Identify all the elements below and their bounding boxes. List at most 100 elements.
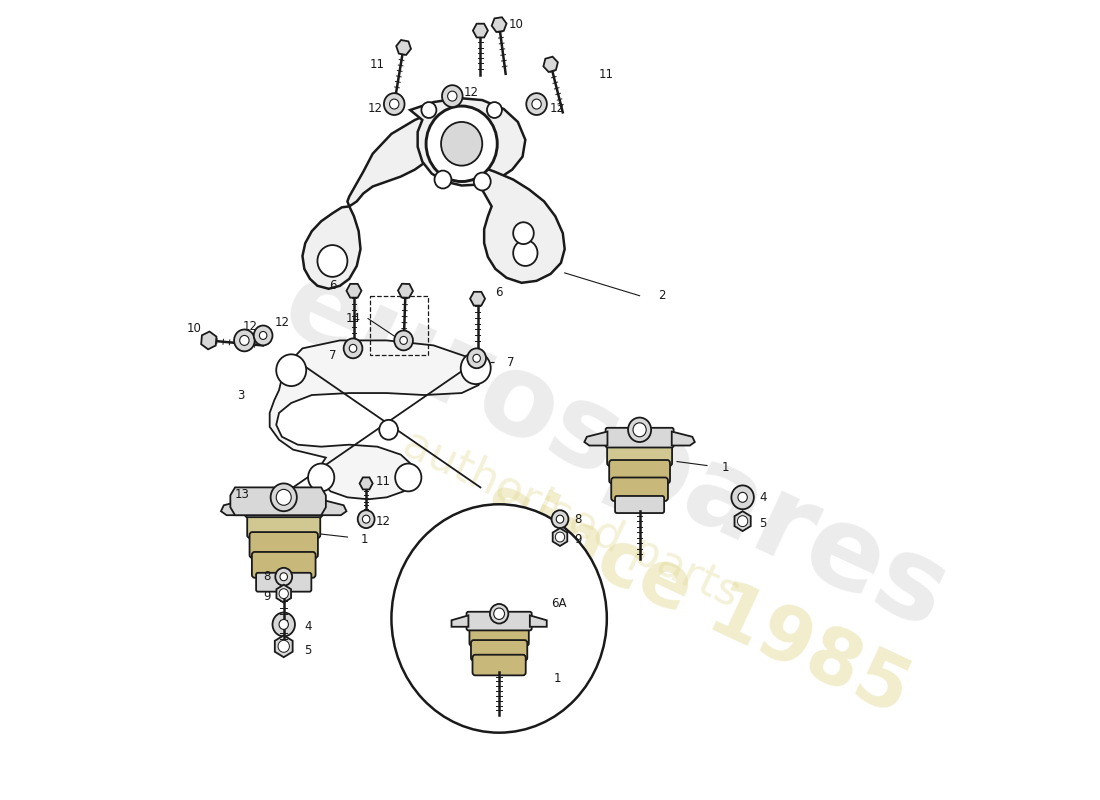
Circle shape	[532, 99, 541, 109]
FancyBboxPatch shape	[471, 640, 527, 661]
Polygon shape	[552, 528, 568, 546]
Circle shape	[240, 335, 249, 346]
Text: 2: 2	[658, 290, 666, 302]
FancyBboxPatch shape	[606, 428, 673, 447]
FancyBboxPatch shape	[256, 573, 311, 592]
Polygon shape	[360, 478, 373, 490]
Circle shape	[350, 344, 356, 352]
Text: 6A: 6A	[551, 597, 566, 610]
Circle shape	[468, 348, 486, 368]
Circle shape	[271, 483, 297, 511]
Polygon shape	[492, 18, 506, 32]
Text: 11: 11	[598, 68, 614, 81]
Text: 5: 5	[759, 517, 767, 530]
Circle shape	[260, 331, 267, 339]
Text: 6: 6	[495, 286, 503, 299]
Polygon shape	[275, 635, 293, 658]
Circle shape	[556, 532, 564, 542]
FancyBboxPatch shape	[609, 460, 670, 483]
Circle shape	[474, 173, 491, 190]
Text: 1: 1	[722, 461, 729, 474]
Text: 10: 10	[508, 18, 524, 31]
Circle shape	[384, 93, 405, 115]
Polygon shape	[346, 284, 362, 298]
Polygon shape	[672, 431, 695, 446]
FancyBboxPatch shape	[466, 612, 531, 630]
Polygon shape	[478, 166, 564, 283]
Circle shape	[461, 352, 491, 384]
Polygon shape	[221, 499, 248, 515]
Text: 14: 14	[345, 312, 361, 325]
Circle shape	[343, 338, 362, 358]
FancyBboxPatch shape	[245, 495, 322, 517]
Circle shape	[395, 463, 421, 491]
Circle shape	[434, 170, 451, 189]
Text: 12: 12	[274, 316, 289, 329]
Circle shape	[526, 93, 547, 115]
Text: 7: 7	[329, 349, 337, 362]
Circle shape	[358, 510, 375, 528]
Circle shape	[490, 604, 508, 623]
Circle shape	[494, 608, 505, 619]
Circle shape	[514, 240, 538, 266]
Circle shape	[441, 122, 482, 166]
Circle shape	[273, 613, 295, 636]
Polygon shape	[302, 206, 361, 289]
Circle shape	[737, 516, 748, 526]
Polygon shape	[276, 585, 292, 602]
Circle shape	[442, 86, 463, 107]
Text: 7: 7	[507, 356, 514, 369]
Circle shape	[557, 515, 563, 523]
Circle shape	[448, 91, 456, 101]
Circle shape	[276, 354, 306, 386]
Circle shape	[551, 510, 569, 528]
Text: 11: 11	[375, 475, 390, 488]
Circle shape	[254, 326, 273, 346]
Polygon shape	[451, 615, 469, 626]
FancyBboxPatch shape	[615, 496, 664, 513]
Polygon shape	[473, 24, 488, 38]
Polygon shape	[530, 615, 547, 626]
Polygon shape	[201, 331, 217, 350]
Circle shape	[280, 573, 287, 581]
Circle shape	[279, 619, 288, 630]
Circle shape	[362, 515, 370, 523]
FancyBboxPatch shape	[473, 654, 526, 675]
Text: eurospares: eurospares	[265, 247, 965, 652]
Text: 4: 4	[305, 620, 311, 633]
Polygon shape	[735, 511, 750, 531]
Polygon shape	[543, 57, 558, 72]
Polygon shape	[584, 431, 607, 446]
Circle shape	[632, 423, 646, 437]
Polygon shape	[270, 341, 485, 499]
Polygon shape	[348, 110, 452, 206]
Circle shape	[628, 418, 651, 442]
Circle shape	[318, 245, 348, 277]
FancyBboxPatch shape	[250, 532, 318, 558]
Text: 10: 10	[186, 322, 201, 335]
Circle shape	[426, 106, 497, 182]
Polygon shape	[320, 499, 346, 515]
Text: 3: 3	[236, 389, 244, 402]
Polygon shape	[396, 40, 411, 55]
Text: 5: 5	[305, 644, 311, 657]
Circle shape	[279, 589, 288, 598]
Text: 12: 12	[368, 102, 383, 114]
Text: 11: 11	[370, 58, 385, 71]
FancyBboxPatch shape	[607, 442, 672, 466]
Polygon shape	[470, 292, 485, 306]
Circle shape	[278, 640, 289, 652]
Text: 1: 1	[553, 671, 561, 685]
Text: authorised parts: authorised parts	[396, 422, 746, 616]
Polygon shape	[230, 487, 326, 515]
Circle shape	[421, 102, 437, 118]
Circle shape	[308, 463, 334, 491]
Circle shape	[275, 568, 293, 586]
Circle shape	[389, 99, 399, 109]
Circle shape	[738, 492, 747, 502]
Circle shape	[487, 102, 502, 118]
Text: 9: 9	[263, 590, 271, 603]
Text: since 1985: since 1985	[471, 467, 922, 730]
Circle shape	[394, 330, 412, 350]
Text: 13: 13	[235, 488, 250, 501]
